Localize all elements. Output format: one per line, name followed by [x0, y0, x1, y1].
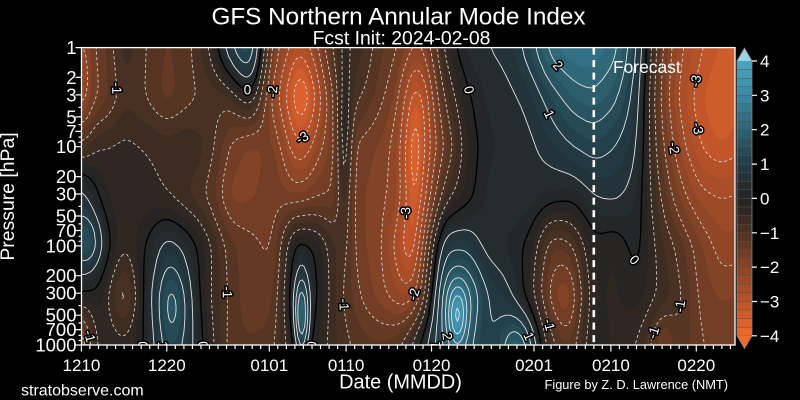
svg-text:50: 50 [56, 206, 77, 227]
svg-text:1220: 1220 [148, 356, 186, 375]
svg-text:1: 1 [66, 37, 76, 58]
svg-text:GFS Northern Annular Mode Inde: GFS Northern Annular Mode Index [211, 4, 585, 31]
svg-text:3: 3 [760, 86, 769, 105]
svg-text:2: 2 [439, 332, 455, 341]
svg-text:Pressure [hPa]: Pressure [hPa] [0, 132, 19, 260]
svg-text:-2: -2 [666, 141, 683, 155]
svg-text:1000: 1000 [35, 335, 76, 356]
svg-text:−4: −4 [760, 327, 779, 346]
svg-text:-1: -1 [81, 329, 98, 344]
svg-text:−2: −2 [760, 258, 779, 277]
svg-text:0210: 0210 [592, 356, 630, 375]
svg-text:-1: -1 [109, 82, 124, 94]
svg-text:−3: −3 [760, 293, 779, 312]
svg-text:100: 100 [46, 235, 77, 256]
svg-text:4: 4 [760, 52, 769, 71]
svg-text:2: 2 [66, 67, 76, 88]
svg-text:0101: 0101 [250, 356, 288, 375]
svg-text:-3: -3 [689, 121, 706, 136]
svg-text:-2: -2 [265, 85, 281, 98]
svg-text:0120: 0120 [413, 356, 451, 375]
svg-text:0201: 0201 [515, 356, 553, 375]
svg-text:-1: -1 [672, 299, 688, 313]
svg-text:0220: 0220 [677, 356, 715, 375]
svg-text:500: 500 [46, 305, 77, 326]
svg-text:Figure by Z. D. Lawrence (NMT): Figure by Z. D. Lawrence (NMT) [545, 377, 728, 392]
svg-text:10: 10 [56, 136, 77, 157]
svg-text:Fcst Init: 2024-02-08: Fcst Init: 2024-02-08 [313, 28, 491, 50]
svg-text:5: 5 [66, 106, 76, 127]
svg-text:20: 20 [56, 166, 77, 187]
svg-text:2: 2 [760, 121, 769, 140]
svg-text:1: 1 [155, 340, 171, 349]
svg-text:0: 0 [244, 82, 252, 97]
svg-text:0: 0 [136, 341, 151, 349]
svg-text:30: 30 [56, 184, 77, 205]
svg-text:Forecast: Forecast [613, 57, 681, 77]
svg-text:0110: 0110 [328, 356, 365, 375]
svg-text:3: 3 [66, 84, 76, 105]
svg-text:−1: −1 [760, 224, 779, 243]
svg-text:7: 7 [66, 121, 76, 142]
svg-text:200: 200 [46, 265, 77, 286]
svg-text:1210: 1210 [62, 356, 100, 375]
svg-text:-1: -1 [540, 317, 558, 332]
svg-text:0: 0 [304, 340, 320, 349]
svg-text:-1: -1 [336, 298, 352, 311]
svg-text:0: 0 [760, 189, 769, 208]
svg-text:Date (MMDD): Date (MMDD) [339, 372, 462, 394]
svg-text:-3: -3 [687, 74, 704, 89]
svg-text:0: 0 [195, 341, 210, 349]
svg-text:-3: -3 [398, 207, 413, 219]
svg-text:1: 1 [428, 341, 444, 350]
svg-text:1: 1 [760, 155, 769, 174]
svg-text:-1: -1 [220, 286, 235, 298]
svg-text:70: 70 [56, 220, 77, 241]
svg-text:stratobserve.com: stratobserve.com [21, 382, 144, 399]
svg-text:300: 300 [46, 283, 77, 304]
svg-text:700: 700 [46, 319, 77, 340]
